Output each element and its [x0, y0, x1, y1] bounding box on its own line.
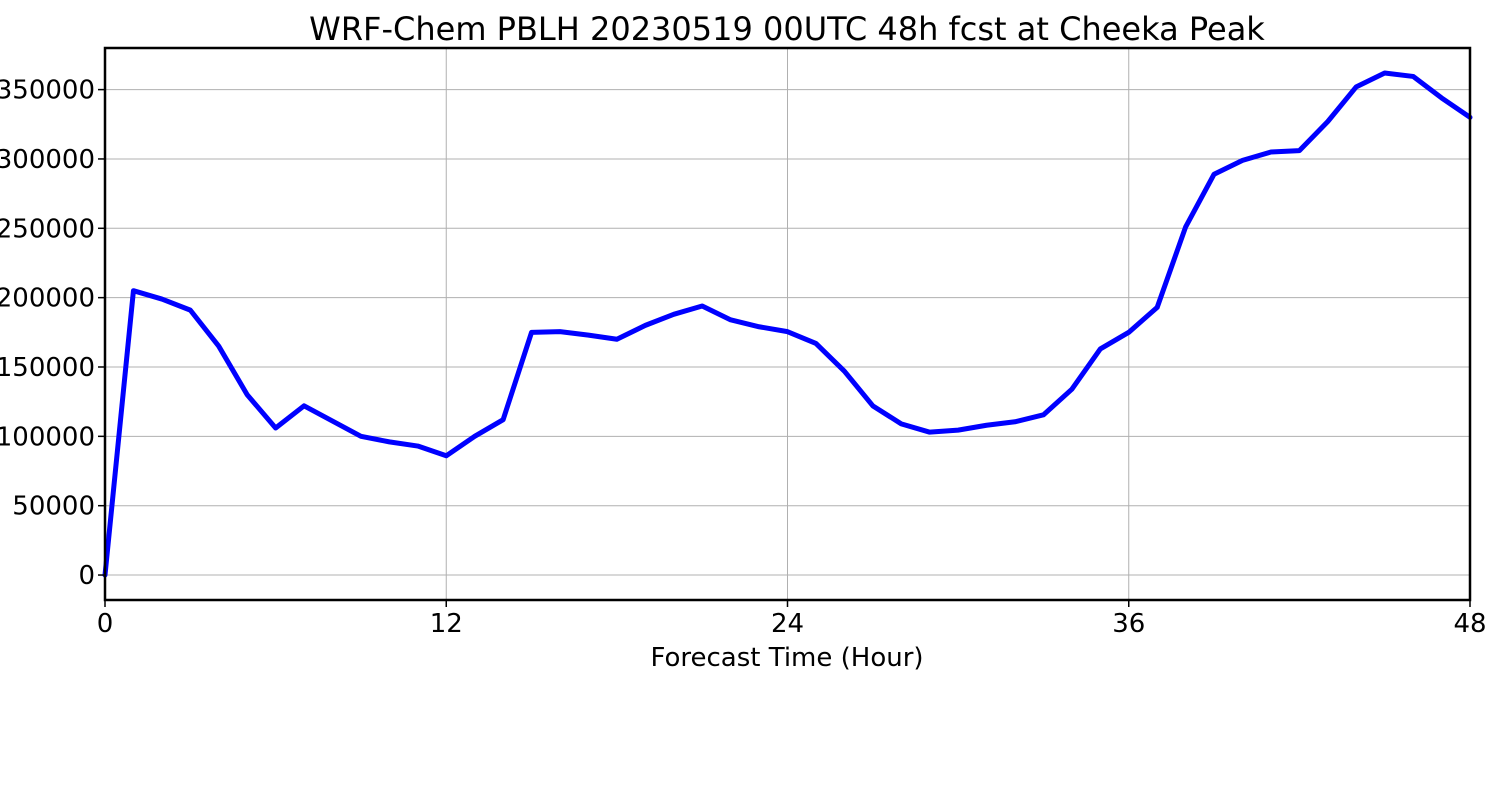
y-tick-label: 0: [78, 561, 95, 591]
y-tick-label: 50000: [12, 492, 95, 522]
chart-title: WRF-Chem PBLH 20230519 00UTC 48h fcst at…: [309, 10, 1265, 48]
x-tick-label: 24: [771, 609, 804, 639]
grid: [104, 48, 1471, 600]
x-tick-label: 48: [1453, 609, 1486, 639]
y-tick-label: 250000: [0, 214, 95, 244]
y-tick-label: 150000: [0, 353, 95, 383]
y-tick-label: 200000: [0, 284, 95, 314]
x-tick-label: 36: [1112, 609, 1145, 639]
x-tick-label: 12: [430, 609, 463, 639]
series-layer: [102, 70, 1473, 578]
y-tick-label: 350000: [0, 76, 95, 106]
x-axis-ticks: 0 12 24 36 48: [97, 600, 1487, 639]
series-line-0: [102, 70, 1473, 578]
y-tick-label: 100000: [0, 422, 95, 452]
x-axis-label: Forecast Time (Hour): [650, 643, 923, 673]
x-tick-label: 0: [97, 609, 114, 639]
y-tick-label: 300000: [0, 145, 95, 175]
y-axis-ticks: 0 50000 100000 150000 200000 250000 300000 3500…: [0, 76, 105, 591]
